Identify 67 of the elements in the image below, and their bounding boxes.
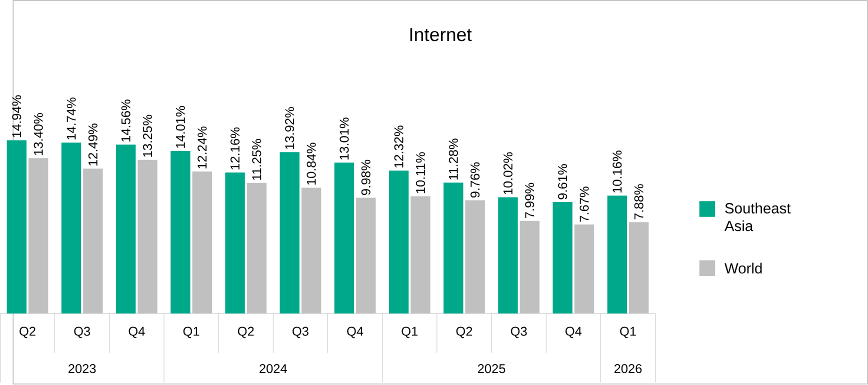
x-tick-label: Q1 [183,326,200,338]
data-label: 10.11% [416,152,425,194]
bar [498,198,518,314]
bar [28,158,48,314]
data-label: 14.94% [12,95,22,138]
data-label: 10.02% [503,152,513,194]
data-label: 10.84% [306,143,316,185]
data-label: 12.49% [88,124,98,166]
data-label: 11.28% [448,138,458,180]
x-tick-label: Q1 [620,326,636,338]
data-label: 13.92% [285,107,294,150]
x-tick-label: Q4 [347,326,364,338]
data-label: 14.01% [176,106,185,148]
text: 2024 [260,364,287,374]
x-tick-label: Q2 [456,326,472,338]
x-tick-label: Q4 [128,326,145,338]
data-label: 13.25% [143,115,152,157]
bar [574,224,594,314]
bar [465,200,485,314]
x-tick-label: Q3 [510,326,527,338]
data-label: 12.24% [198,126,207,169]
data-label: 10.16% [612,150,622,193]
x-tick-label: Q3 [74,326,90,338]
bar [628,222,649,314]
text: 2025 [478,364,506,374]
data-label: 7.99% [525,183,534,218]
bar [116,144,136,314]
legend-label: World [724,262,762,274]
bar [607,196,628,314]
bar [280,152,300,314]
legend-label: Southeast Asia [724,202,791,232]
x-tick-label: Q1 [402,326,418,338]
data-label: 13.01% [340,118,349,160]
bar [192,172,212,314]
bar [225,172,245,314]
data-label: 7.67% [580,186,589,222]
x-tick-label: Q4 [566,326,582,338]
bar [170,151,190,314]
data-label: 9.76% [470,162,480,198]
bar [388,170,409,314]
text: 2026 [614,364,642,374]
x-tick-label: Q2 [20,326,36,338]
data-label: 14.74% [66,98,76,140]
data-label: 12.32% [394,126,404,168]
bar [444,182,464,314]
data-label: 11.25% [252,139,262,180]
bar [83,168,103,314]
x-tick-label: Q2 [238,326,254,338]
bar [6,140,27,314]
data-label: 7.88% [634,184,644,220]
data-label: 9.98% [361,160,370,196]
chart-title: Internet [410,28,472,42]
bar [334,162,354,314]
bar [410,196,430,314]
bar [301,188,322,314]
data-label: 14.56% [121,100,130,142]
data-label: 12.16% [230,128,240,170]
text: 2023 [68,364,96,374]
bar [61,142,82,314]
bar [520,221,540,314]
data-label: 13.40% [34,113,43,156]
x-tick-label: Q3 [292,326,308,338]
bar [356,198,376,314]
bar [552,202,572,314]
bar [138,160,158,314]
data-label: 9.61% [558,164,568,200]
bar [246,183,267,314]
